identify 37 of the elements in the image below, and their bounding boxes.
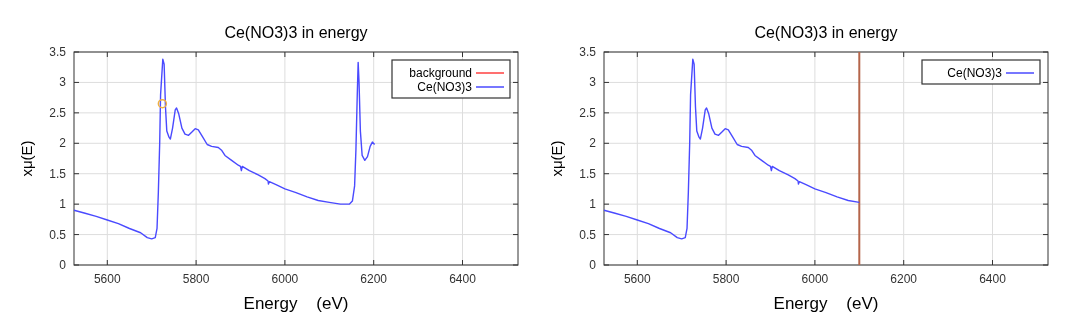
y-axis-title: xμ(E) <box>18 140 35 177</box>
x-tick-label: 6000 <box>801 272 829 286</box>
x-tick-label: 5800 <box>712 272 740 286</box>
line-series <box>603 58 860 240</box>
x-tick-label: 5600 <box>623 272 651 286</box>
x-tick-label: 6200 <box>360 272 388 286</box>
y-tick-label: 0.5 <box>49 227 67 242</box>
y-tick-label: 1.5 <box>579 166 597 181</box>
y-tick-label: 0 <box>59 258 67 272</box>
line-series <box>73 58 376 240</box>
y-tick-label: 1 <box>59 197 67 212</box>
x-tick-label: 5800 <box>182 272 210 286</box>
x-axis-title: Energy (eV) <box>773 294 879 313</box>
y-tick-label: 3 <box>59 75 67 90</box>
y-tick-label: 3.5 <box>579 45 597 59</box>
y-tick-label: 2 <box>59 136 67 151</box>
x-tick-label: 6400 <box>449 272 477 286</box>
y-axis-title: xμ(E) <box>548 140 565 177</box>
x-tick-label: 5600 <box>93 272 121 286</box>
y-tick-label: 2 <box>589 136 597 151</box>
chart-title: Ce(NO3)3 in energy <box>224 24 368 41</box>
x-tick-label: 6000 <box>271 272 299 286</box>
y-tick-label: 3.5 <box>49 45 67 59</box>
y-tick-label: 2.5 <box>579 105 597 120</box>
x-tick-label: 6400 <box>979 272 1007 286</box>
y-tick-label: 3 <box>589 75 597 90</box>
legend-label: background <box>409 66 472 80</box>
chart-title: Ce(NO3)3 in energy <box>754 24 898 41</box>
y-tick-label: 1.5 <box>49 166 67 181</box>
y-tick-label: 2.5 <box>49 105 67 120</box>
y-tick-label: 0 <box>589 258 597 272</box>
y-tick-label: 1 <box>589 197 597 212</box>
y-tick-label: 0.5 <box>579 227 597 242</box>
x-axis-title: Energy (eV) <box>243 294 349 313</box>
legend-label: Ce(NO3)3 <box>947 66 1003 80</box>
x-tick-label: 6200 <box>890 272 918 286</box>
legend-label: Ce(NO3)3 <box>417 80 473 94</box>
